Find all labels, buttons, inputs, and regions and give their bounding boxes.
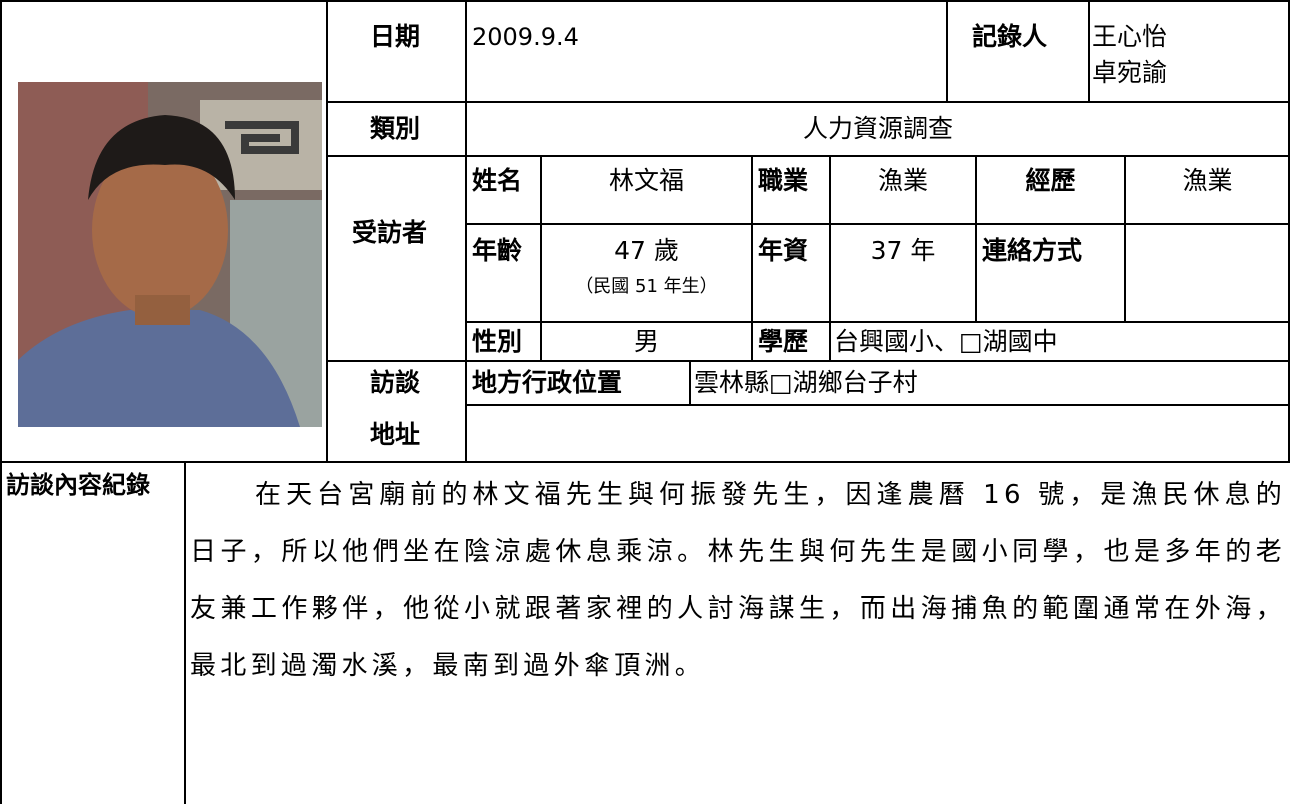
value: 林文福 bbox=[608, 166, 684, 195]
label: 年齡 bbox=[472, 236, 523, 265]
label: 日期 bbox=[370, 22, 421, 51]
value: （民國 51 年生） bbox=[575, 276, 718, 297]
label: 地方行政位置 bbox=[472, 368, 623, 397]
label: 經歷 bbox=[1025, 166, 1076, 195]
label: 記錄人 bbox=[972, 22, 1048, 51]
label: 訪談內容紀錄 bbox=[6, 471, 150, 499]
value: 37 年 bbox=[870, 236, 936, 265]
label: 年資 bbox=[758, 236, 809, 265]
value: 人力資源調查 bbox=[802, 114, 953, 143]
content: 在天台宮廟前的林文福先生與何振發先生，因逢農曆 16 號，是漁民休息的日子，所以… bbox=[190, 480, 1286, 681]
photo bbox=[18, 82, 322, 427]
value: 漁業 bbox=[1182, 166, 1233, 195]
value: 王心怡 bbox=[1092, 22, 1168, 51]
label: 受訪者 bbox=[352, 218, 428, 247]
label: 學歷 bbox=[758, 327, 809, 356]
value: 卓宛諭 bbox=[1092, 58, 1168, 87]
value: 漁業 bbox=[877, 166, 928, 195]
label: 訪談 bbox=[370, 368, 421, 397]
label: 職業 bbox=[758, 166, 809, 195]
value: 雲林縣□湖鄉台子村 bbox=[694, 368, 918, 397]
label: 類別 bbox=[370, 114, 421, 143]
value: 男 bbox=[633, 327, 659, 356]
value: 2009.9.4 bbox=[472, 23, 579, 51]
label: 性別 bbox=[472, 327, 523, 356]
label: 姓名 bbox=[472, 166, 523, 195]
value: 47 歲 bbox=[614, 236, 679, 265]
label: 地址 bbox=[370, 420, 421, 449]
label: 連絡方式 bbox=[982, 236, 1083, 265]
value: 台興國小、□湖國中 bbox=[834, 327, 1058, 356]
